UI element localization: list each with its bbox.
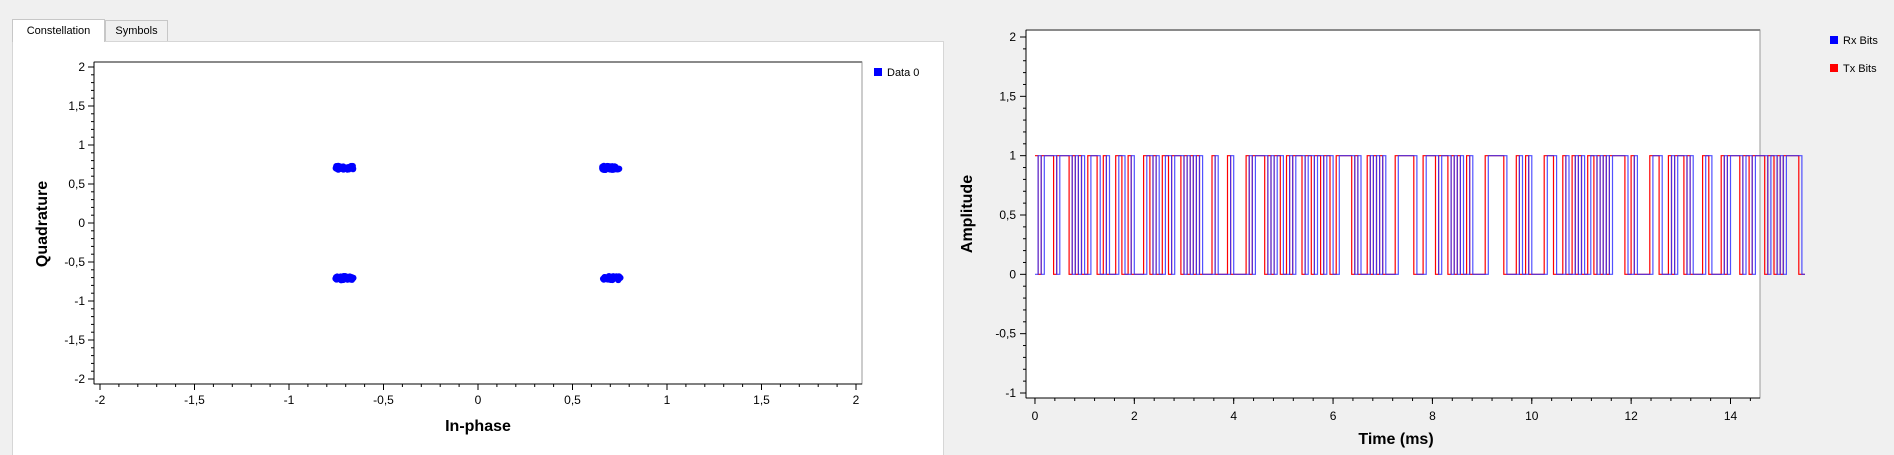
x-axis: -2 -1,5 -1 -0,5 0 0,5 1 1,5 2 [94,383,862,407]
y-axis-label: Amplitude [959,175,976,253]
y-tick-label: -1 [1005,386,1016,400]
tab-symbols[interactable]: Symbols [105,20,168,41]
y-tick-label: -0,5 [64,255,85,269]
symbols-chart: 2 1,5 1 0,5 0 -0,5 -1 0 2 4 6 8 10 12 14 Time (ms) Am… [959,29,1878,448]
y-tick-label: 2 [78,60,85,74]
x-tick-label: -1 [284,393,295,407]
legend: Data 0 [874,67,919,79]
legend: Rx Bits Tx Bits [1830,35,1878,75]
legend-label-data-0: Data 0 [887,67,919,79]
x-axis: 0 2 4 6 8 10 12 14 [1026,397,1760,423]
x-tick-label: 12 [1624,409,1638,423]
scatter-point [599,164,606,171]
scatter-point [348,276,356,283]
x-tick-label: 1 [664,393,671,407]
y-tick-label: 0,5 [68,177,85,191]
y-tick-label: 0,5 [999,208,1016,222]
constellation-chart: 2 1,5 1 0,5 0 -0,5 -1 -1,5 -2 -2 -1,5 -1 -0,5 0 0,5 1 1… [34,60,919,435]
x-tick-label: 4 [1230,409,1237,423]
scatter-points [332,162,624,284]
tab-constellation[interactable]: Constellation [12,19,105,42]
x-tick-label: 14 [1724,409,1738,423]
y-tick-label: -2 [74,372,85,386]
x-tick-label: 8 [1429,409,1436,423]
scatter-point [336,163,344,171]
x-tick-label: -0,5 [373,393,394,407]
scatter-point [332,274,340,281]
legend-swatch-data-0 [874,68,882,76]
y-tick-label: 2 [1009,30,1016,44]
scatter-point [609,163,616,170]
scatter-point [345,164,353,171]
rx-bits-line [1035,155,1805,275]
x-tick-label: 10 [1525,409,1539,423]
x-tick-label: 1,5 [753,393,770,407]
x-tick-label: -1,5 [184,393,205,407]
y-tick-label: 0 [1009,267,1016,281]
series-lines [1035,155,1805,275]
x-tick-label: 0 [475,393,482,407]
y-tick-label: 1,5 [68,99,85,113]
x-tick-label: 2 [853,393,860,407]
y-axis: 2 1,5 1 0,5 0 -0,5 -1 -1,5 -2 [64,60,95,386]
scatter-point [609,276,617,283]
y-tick-label: -1,5 [64,333,85,347]
x-tick-label: -2 [95,393,106,407]
legend-label-tx-bits: Tx Bits [1843,63,1877,75]
x-axis-label: Time (ms) [1358,431,1433,448]
y-tick-label: 1 [78,138,85,152]
x-tick-label: 0 [1032,409,1039,423]
y-axis-label: Quadrature [34,181,51,267]
x-axis-label: In-phase [445,418,511,435]
y-tick-label: 1 [1009,149,1016,163]
y-tick-label: -1 [74,294,85,308]
scatter-point [339,276,346,284]
plot-canvas [93,61,863,385]
y-tick-label: 1,5 [999,89,1016,103]
legend-swatch-rx-bits [1830,36,1838,44]
legend-label-rx-bits: Rx Bits [1843,35,1878,47]
x-tick-label: 0,5 [564,393,581,407]
legend-swatch-tx-bits [1830,64,1838,72]
y-tick-label: 0 [78,216,85,230]
scatter-point [603,274,610,282]
y-tick-label: -0,5 [995,327,1016,341]
x-tick-label: 2 [1131,409,1138,423]
x-tick-label: 6 [1330,409,1337,423]
y-axis: 2 1,5 1 0,5 0 -0,5 -1 [995,30,1027,400]
